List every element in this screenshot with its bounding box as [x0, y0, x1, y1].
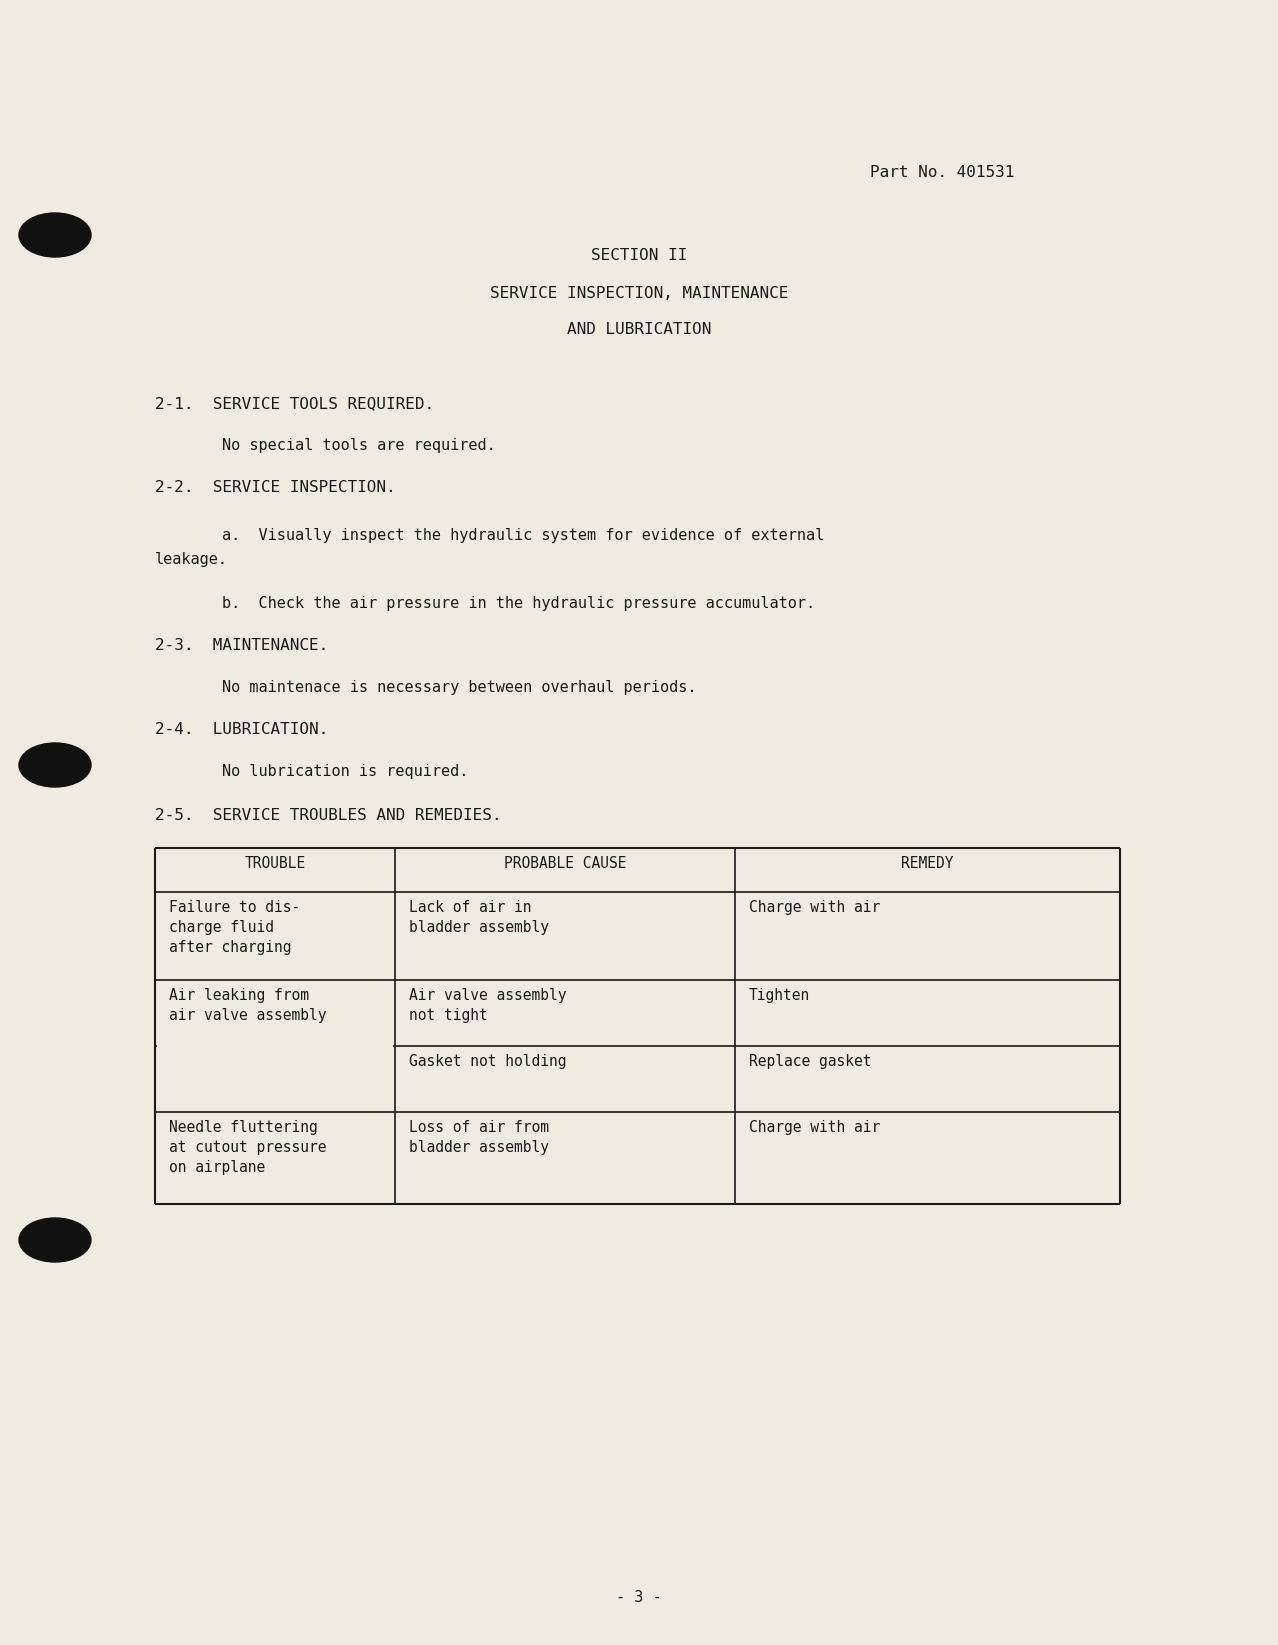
Text: leakage.: leakage. — [155, 553, 227, 568]
Text: Air leaking from
air valve assembly: Air leaking from air valve assembly — [169, 989, 326, 1023]
Text: 2-2.  SERVICE INSPECTION.: 2-2. SERVICE INSPECTION. — [155, 480, 396, 495]
Text: - 3 -: - 3 - — [616, 1591, 662, 1606]
Text: b.  Check the air pressure in the hydraulic pressure accumulator.: b. Check the air pressure in the hydraul… — [222, 595, 815, 610]
Text: Charge with air: Charge with air — [749, 1120, 881, 1135]
Text: No maintenace is necessary between overhaul periods.: No maintenace is necessary between overh… — [222, 679, 697, 694]
Text: Lack of air in
bladder assembly: Lack of air in bladder assembly — [409, 900, 550, 934]
Text: SERVICE INSPECTION, MAINTENANCE: SERVICE INSPECTION, MAINTENANCE — [489, 286, 789, 301]
Ellipse shape — [19, 1217, 91, 1262]
Text: Replace gasket: Replace gasket — [749, 1054, 872, 1069]
Text: No lubrication is required.: No lubrication is required. — [222, 763, 468, 780]
Text: Failure to dis-
charge fluid
after charging: Failure to dis- charge fluid after charg… — [169, 900, 300, 954]
Text: REMEDY: REMEDY — [901, 855, 953, 870]
Text: Charge with air: Charge with air — [749, 900, 881, 915]
Text: 2-3.  MAINTENANCE.: 2-3. MAINTENANCE. — [155, 638, 328, 653]
Text: 2-1.  SERVICE TOOLS REQUIRED.: 2-1. SERVICE TOOLS REQUIRED. — [155, 396, 435, 411]
Text: Part No. 401531: Part No. 401531 — [870, 164, 1015, 179]
Text: AND LUBRICATION: AND LUBRICATION — [567, 322, 711, 337]
Text: 2-5.  SERVICE TROUBLES AND REMEDIES.: 2-5. SERVICE TROUBLES AND REMEDIES. — [155, 808, 501, 822]
Text: Loss of air from
bladder assembly: Loss of air from bladder assembly — [409, 1120, 550, 1155]
Ellipse shape — [19, 744, 91, 786]
Text: Gasket not holding: Gasket not holding — [409, 1054, 566, 1069]
Text: SECTION II: SECTION II — [590, 248, 688, 263]
Text: a.  Visually inspect the hydraulic system for evidence of external: a. Visually inspect the hydraulic system… — [222, 528, 824, 543]
Text: PROBABLE CAUSE: PROBABLE CAUSE — [504, 855, 626, 870]
Text: TROUBLE: TROUBLE — [244, 855, 305, 870]
Text: Needle fluttering
at cutout pressure
on airplane: Needle fluttering at cutout pressure on … — [169, 1120, 326, 1175]
Text: 2-4.  LUBRICATION.: 2-4. LUBRICATION. — [155, 722, 328, 737]
Text: Air valve assembly
not tight: Air valve assembly not tight — [409, 989, 566, 1023]
Text: Tighten: Tighten — [749, 989, 810, 1003]
Ellipse shape — [19, 212, 91, 257]
Text: No special tools are required.: No special tools are required. — [222, 438, 496, 452]
